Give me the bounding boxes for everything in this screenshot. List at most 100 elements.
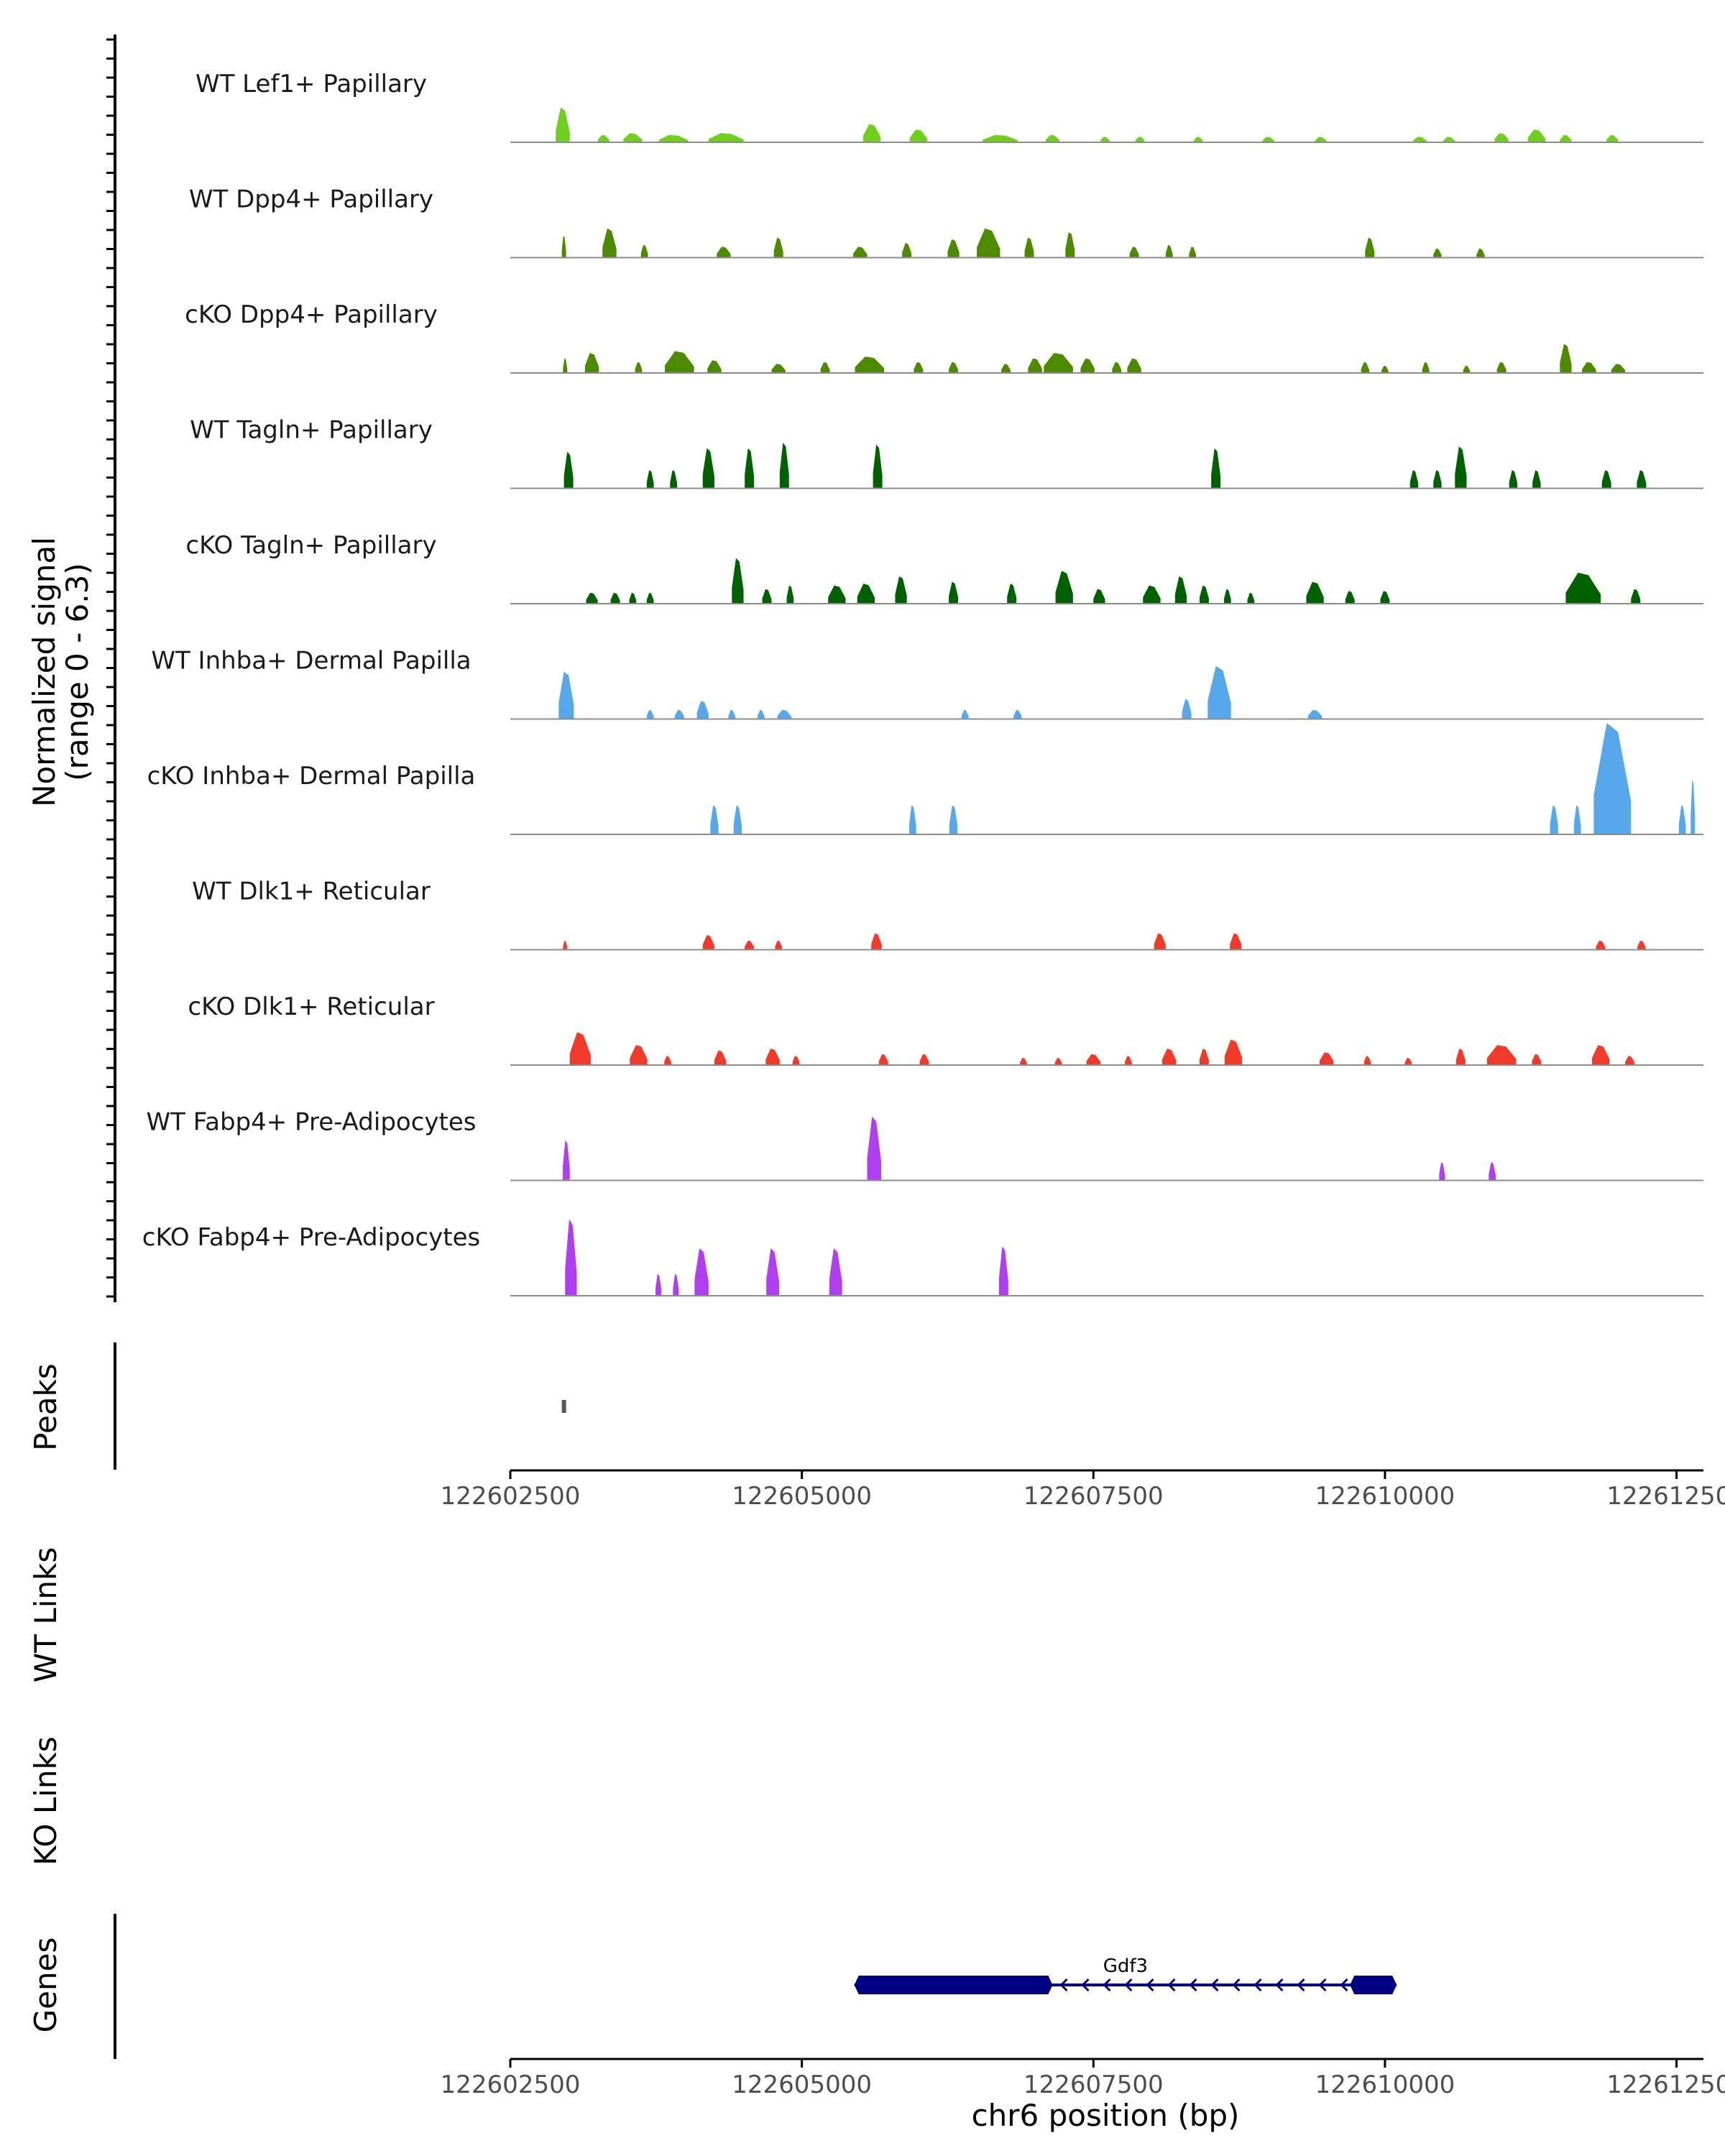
track-label: cKO Dlk1+ Reticular	[188, 992, 434, 1021]
signal-peak	[565, 1219, 577, 1296]
x-tick-label: 122602500	[441, 2070, 581, 2099]
signal-peak	[1154, 933, 1166, 950]
track: cKO Fabp4+ Pre-Adipocytes	[142, 1219, 1703, 1296]
track: cKO Tagln+ Papillary	[185, 531, 1703, 604]
track: cKO Inhba+ Dermal Papilla	[147, 723, 1703, 835]
track: WT Fabp4+ Pre-Adipocytes	[147, 1108, 1703, 1181]
signal-peak	[1182, 699, 1192, 719]
signal-peak	[1593, 723, 1632, 834]
signal-peak	[563, 1140, 570, 1181]
track-label: WT Dpp4+ Papillary	[189, 185, 433, 214]
y-axis-title-line: Normalized signal	[27, 537, 62, 807]
signal-peak	[949, 581, 959, 604]
signal-peak	[1165, 244, 1173, 258]
strand-arrow	[1275, 1978, 1284, 1992]
signal-peak	[1631, 589, 1641, 604]
track-label: cKO Inhba+ Dermal Papilla	[147, 762, 476, 791]
signal-peak	[1224, 589, 1231, 604]
signal-peak	[1606, 134, 1619, 142]
track: WT Inhba+ Dermal Papilla	[151, 647, 1703, 720]
signal-peak	[765, 1049, 780, 1065]
x-tick-label: 122607500	[1024, 2070, 1164, 2099]
track: WT Dpp4+ Papillary	[189, 185, 1703, 259]
strand-arrow	[1232, 1978, 1241, 1992]
signal-peak	[1307, 709, 1322, 719]
signal-peak	[1496, 361, 1506, 373]
signal-peak	[1409, 470, 1419, 489]
signal-peak	[1199, 1049, 1209, 1065]
signal-peak	[1486, 1045, 1517, 1065]
signal-peak	[1637, 940, 1646, 950]
signal-peak	[908, 805, 916, 834]
gene-label: Gdf3	[1103, 1955, 1148, 1977]
signal-peak	[696, 701, 709, 719]
signal-peak	[1193, 137, 1203, 142]
signal-peak	[569, 1032, 591, 1065]
signal-peak	[708, 133, 744, 142]
strand-arrow	[1340, 1978, 1348, 1992]
signal-peak	[1380, 591, 1390, 604]
signal-peak	[1637, 470, 1647, 489]
signal-peak	[714, 1050, 727, 1065]
peaks-section-title: Peaks	[28, 1363, 63, 1451]
x-axis-upper: 122602500 122605000 122607500 122610000 1226…	[441, 1469, 1725, 1511]
signal-peak	[1573, 805, 1581, 834]
gene-exon	[1350, 1976, 1397, 1994]
signal-peak	[775, 940, 783, 950]
signal-peak	[586, 592, 598, 604]
signal-peak	[1189, 247, 1197, 258]
strand-arrow	[1146, 1978, 1154, 1992]
signal-peak	[1596, 940, 1606, 950]
signal-peak	[630, 1045, 648, 1065]
signal-peak	[1262, 137, 1274, 142]
signal-peak	[707, 360, 722, 373]
signal-peak	[1230, 933, 1242, 950]
signal-peak	[1433, 248, 1442, 258]
gene-track: Gdf3	[854, 1955, 1397, 1994]
signal-peak	[732, 558, 744, 604]
signal-peak	[1143, 585, 1161, 604]
signal-peak	[561, 236, 566, 258]
wt-links-section-title: WT Links	[28, 1547, 63, 1682]
signal-peak	[646, 709, 654, 719]
signal-peak	[1127, 358, 1141, 373]
peaks-track	[561, 1400, 566, 1413]
signal-peak	[777, 709, 792, 719]
x-tick-label: 122612500	[1606, 1482, 1725, 1511]
signal-peak	[745, 448, 755, 489]
signal-peak	[828, 585, 846, 604]
signal-peak	[857, 584, 875, 604]
signal-peak	[1044, 353, 1073, 373]
signal-peak	[1625, 1056, 1635, 1065]
signal-peak	[717, 247, 731, 258]
x-axis-lower: 122602500 122605000 122607500 122610000 1226…	[441, 2058, 1725, 2099]
track-label: cKO Tagln+ Papillary	[185, 531, 436, 560]
signal-peak	[1199, 585, 1209, 604]
signal-peak	[1028, 358, 1042, 373]
signal-peak	[1315, 137, 1327, 142]
signal-peak	[673, 1273, 679, 1296]
signal-peak	[1601, 470, 1611, 489]
x-tick-label: 122602500	[441, 1482, 581, 1511]
signal-peak	[670, 470, 678, 489]
signal-peak	[556, 107, 570, 142]
signal-peak	[1065, 231, 1075, 258]
signal-peak	[1112, 361, 1122, 373]
signal-peak	[919, 1054, 929, 1065]
signal-peak	[1055, 571, 1073, 604]
signal-peak	[646, 470, 654, 489]
signal-peak	[1162, 1049, 1177, 1065]
signal-peak	[1365, 237, 1375, 258]
signal-peak	[728, 709, 736, 719]
strand-arrow	[1210, 1978, 1219, 1992]
signal-peak	[1080, 358, 1095, 373]
signal-peak	[558, 671, 574, 719]
strand-arrow	[1167, 1978, 1176, 1992]
signal-peak	[1412, 137, 1427, 142]
strand-arrow	[1318, 1978, 1327, 1992]
signal-peak	[1582, 361, 1596, 373]
signal-peak	[1135, 137, 1145, 142]
signal-peak	[674, 709, 684, 719]
ko-links-section-title: KO Links	[28, 1736, 63, 1866]
